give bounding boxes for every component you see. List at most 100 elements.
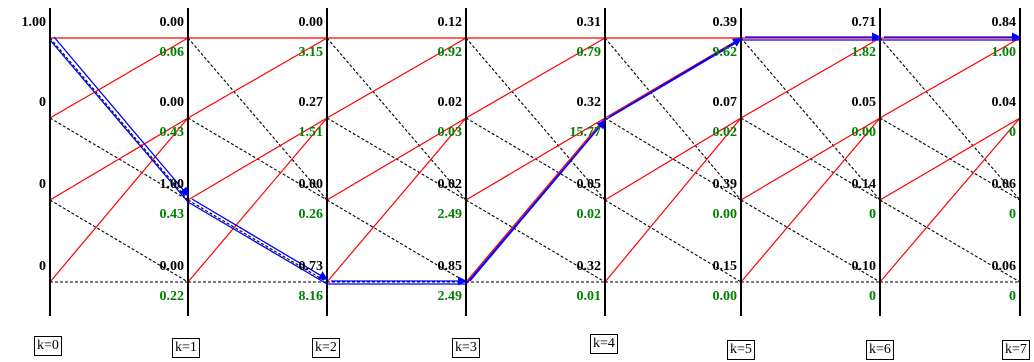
path-metric: 0.32 [577,95,602,110]
branch-metric: 0.43 [160,207,185,222]
branch-dashed [187,37,328,201]
branch-dashed [879,37,1021,201]
branch-metric: 0.00 [713,289,738,304]
branch-metric: 15.77 [570,125,602,140]
branch-metric: 0 [1009,125,1016,140]
branch-dashed [604,199,742,283]
branch-metric: 0.22 [160,289,185,304]
path-metric: 0.06 [992,177,1017,192]
branch-solid [49,37,189,119]
branch-dashed [49,199,189,283]
branch-metric: 0.26 [299,207,324,222]
branch-solid [187,37,328,119]
branch-metric: 1.51 [299,125,324,140]
path-metric: 1.00 [160,177,185,192]
path-metric: 0.32 [577,259,602,274]
branch-dashed [740,37,881,201]
branch-metric: 0 [869,207,876,222]
branch-solid [187,117,328,283]
stage-label: k=5 [727,340,755,360]
survivor-path-arrow [469,119,606,282]
branch-dashed [326,199,467,283]
stage-label: k=0 [34,336,62,356]
branch-metric: 9.62 [713,45,738,60]
branch-solid [879,117,1021,201]
path-metric: 0.73 [299,259,324,274]
branch-metric: 0.02 [713,125,738,140]
initial-metric: 1.00 [22,15,47,30]
branch-metric: 0 [869,289,876,304]
branch-dashed [465,199,606,283]
metric-labels: 1.00 0 0 0 0.00 0.06 0.00 0.43 1.00 0.43 0.00 0.22 0… [22,15,1017,304]
survivor-path-arrow [608,38,743,118]
branch-solid [604,117,742,283]
branch-dashed [740,199,881,283]
survivor-path-segment [187,201,328,285]
branch-metric: 0 [1009,207,1016,222]
path-metric: 0.15 [713,259,738,274]
branch-solid [49,117,189,283]
path-metric: 0.02 [438,95,463,110]
branch-metric: 0.00 [713,207,738,222]
branch-solid [604,117,742,201]
path-metric: 0.07 [713,95,738,110]
stage-label: k=4 [590,334,618,354]
branch-metric: 0.01 [577,289,602,304]
path-metric: 0.39 [713,177,738,192]
path-metric: 0.31 [577,15,602,30]
branch-solid [879,117,1021,283]
branch-metric: 8.16 [299,289,324,304]
path-metric: 0.14 [852,177,877,192]
survivor-path-arrow [53,36,189,197]
path-metric: 0.00 [299,177,324,192]
branch-solid [740,117,881,283]
branch-solid [326,37,467,119]
branch-metric: 2.49 [438,289,463,304]
branch-metric: 1.82 [852,45,877,60]
stage-label: k=1 [172,338,200,358]
branch-solid [465,117,606,201]
branch-metric: 0.92 [438,45,463,60]
stage-label: k=7 [1002,340,1030,360]
branch-dashed [465,37,606,201]
initial-metric: 0 [39,95,46,110]
path-metric: 0.39 [713,15,738,30]
path-metric: 0.12 [438,15,463,30]
path-metric: 0.84 [992,15,1017,30]
branch-metric: 0.06 [160,45,185,60]
path-metric: 0.06 [992,259,1017,274]
path-metric: 0.05 [577,177,602,192]
branch-dashed [326,37,467,201]
stage-axes [49,8,1021,316]
path-metric: 0.10 [852,259,877,274]
path-metric: 0.04 [992,95,1017,110]
branch-solid [879,37,1021,119]
branch-solid [740,117,881,201]
path-metric: 0.71 [852,15,877,30]
branch-metric: 0.03 [438,125,463,140]
branch-metric: 2.49 [438,207,463,222]
path-metric: 0.00 [160,259,185,274]
survivor-path-arrow [191,198,329,280]
branch-dashed [879,199,1021,283]
path-metric: 0.00 [160,95,185,110]
survivor-path-segment [49,39,189,203]
branch-metric: 0.79 [577,45,602,60]
stage-label: k=2 [312,338,340,358]
path-metric: 0.85 [438,259,463,274]
path-metric: 0.02 [438,177,463,192]
branch-solid [604,37,742,119]
branch-solid [187,117,328,201]
branch-solid [740,37,881,119]
branch-dashed [187,199,328,283]
branch-dashed [604,117,742,201]
path-metric: 0.27 [299,95,324,110]
branch-dashed [49,37,189,201]
branch-solid [465,117,606,283]
branch-metric: 3.15 [299,45,324,60]
branch-metric: 0.43 [160,125,185,140]
path-metric: 0.05 [852,95,877,110]
initial-metric: 0 [39,177,46,192]
branch-dashed [604,37,742,201]
